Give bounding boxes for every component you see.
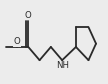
Text: O: O	[25, 11, 32, 20]
Text: NH: NH	[56, 61, 69, 70]
Text: O: O	[14, 37, 20, 46]
